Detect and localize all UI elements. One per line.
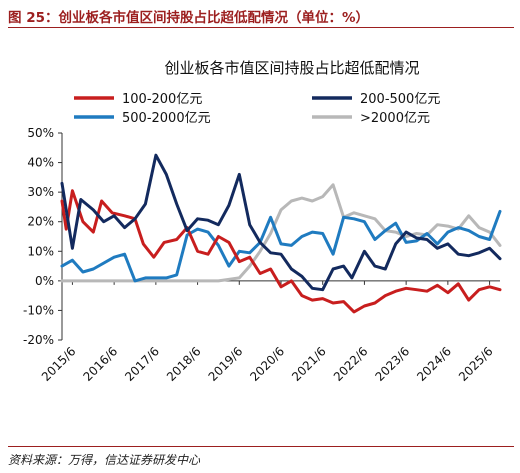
chart-legend: 100-200亿元 200-500亿元 500-2000亿元 >2000亿元	[74, 92, 440, 126]
x-tick-label: 2025/6	[456, 344, 496, 384]
plot-area: -20%-10%0%10%20%30%40%50%2015/6 2016/6 201…	[23, 126, 502, 384]
y-tick-label: 30%	[27, 185, 54, 199]
chart-title: 创业板各市值区间持股占比超低配情况	[164, 59, 419, 77]
y-tick-label: -10%	[23, 303, 54, 317]
x-tick-label: 2018/6	[164, 344, 204, 384]
source-divider	[8, 446, 514, 447]
legend-label: 100-200亿元	[122, 92, 202, 107]
series-line	[60, 209, 502, 283]
x-tick-label: 2016/6	[81, 344, 121, 384]
x-tick-label: 2020/6	[247, 344, 287, 384]
series-line	[60, 189, 502, 314]
legend-label: >2000亿元	[360, 111, 430, 126]
x-tick-label: 2017/6	[122, 344, 162, 384]
y-tick-label: -20%	[23, 333, 54, 347]
x-tick-label: 2021/6	[289, 344, 329, 384]
legend-label: 200-500亿元	[360, 92, 440, 107]
legend-label: 500-2000亿元	[122, 111, 211, 126]
x-tick-label: 2022/6	[331, 344, 371, 384]
line-chart: 创业板各市值区间持股占比超低配情况 100-200亿元 200-500亿元 500-…	[23, 59, 502, 384]
y-tick-label: 50%	[27, 126, 54, 140]
x-tick-label: 2019/6	[206, 344, 246, 384]
title-divider	[8, 27, 514, 28]
x-tick-label: 2015/6	[39, 344, 79, 384]
y-tick-label: 0%	[35, 274, 54, 288]
y-tick-label: 40%	[27, 156, 54, 170]
x-tick-label: 2024/6	[414, 344, 454, 384]
y-tick-label: 20%	[27, 215, 54, 229]
source-note: 资料来源：万得，信达证券研发中心	[8, 453, 201, 467]
x-tick-label: 2023/6	[373, 344, 413, 384]
y-tick-label: 10%	[27, 244, 54, 258]
series-line	[60, 153, 502, 292]
figure-title: 图 25：创业板各市值区间持股占比超低配情况（单位：%）	[8, 10, 370, 26]
series-line	[60, 183, 502, 283]
